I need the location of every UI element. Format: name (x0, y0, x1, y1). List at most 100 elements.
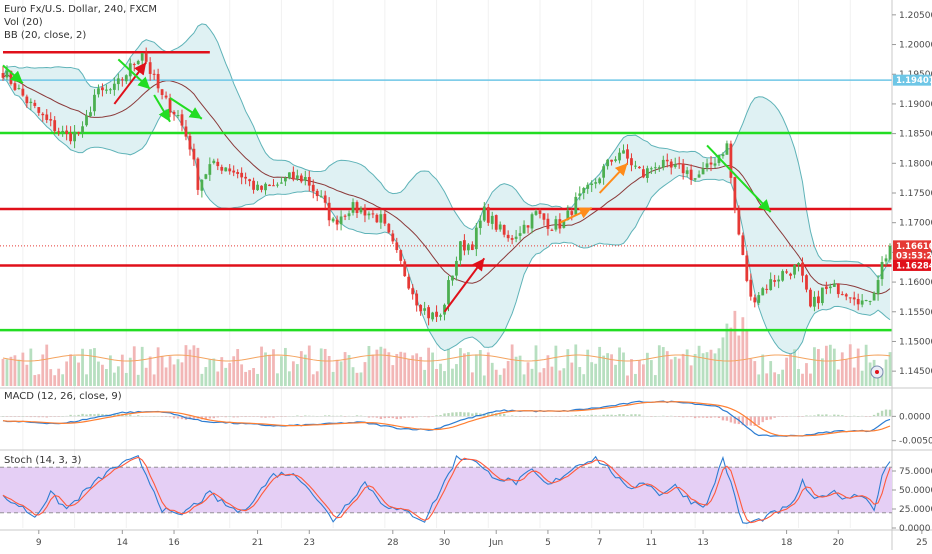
stoch-axis-label: 75.0000 (899, 467, 932, 477)
candle-up (347, 213, 351, 217)
volume-bar (180, 362, 184, 386)
candle-up (634, 165, 637, 167)
candle-up (482, 206, 486, 221)
volume-bar (498, 374, 502, 386)
candle-up (880, 261, 884, 280)
volume-bar (260, 346, 263, 386)
candle-up (725, 143, 729, 155)
volume-bar (443, 371, 446, 386)
price-axis-label: 1.17500 (899, 189, 932, 199)
candle-down (244, 176, 248, 179)
candle-down (148, 62, 152, 74)
candle-down (709, 162, 713, 165)
volume-bar (77, 362, 80, 386)
macd-histogram-bar (689, 416, 693, 418)
volume-bar (689, 365, 693, 386)
candle-up (868, 300, 872, 302)
candle-down (371, 213, 375, 215)
volume-bar (753, 361, 757, 386)
candle-up (582, 188, 586, 193)
gear-icon-core (875, 370, 879, 374)
volume-bar (626, 375, 629, 386)
volume-bar (721, 337, 725, 386)
candle-down (745, 255, 749, 281)
volume-bar (383, 348, 387, 386)
time-axis-label: 5 (545, 538, 551, 548)
candle-down (363, 208, 367, 216)
volume-bar (705, 352, 709, 386)
volume-legend: Vol (20) (4, 17, 43, 28)
macd-histogram-bar (232, 416, 235, 418)
volume-bar (280, 356, 283, 386)
time-axis-label: 14 (117, 538, 129, 548)
bollinger-legend: BB (20, close, 2) (4, 30, 87, 41)
macd-histogram-bar (745, 416, 749, 426)
volume-bar (347, 355, 351, 386)
candle-down (753, 297, 757, 303)
volume-bar (291, 361, 295, 386)
candle-down (299, 175, 303, 182)
candle-up (447, 280, 450, 305)
volume-bar (729, 327, 733, 386)
volume-bar (108, 355, 112, 386)
volume-bar (645, 352, 649, 386)
candle-up (693, 178, 697, 180)
candle-up (466, 244, 470, 251)
candle-up (594, 182, 598, 184)
volume-bar (717, 348, 721, 386)
volume-bar (630, 359, 633, 386)
volume-bar (132, 346, 136, 386)
volume-bar (85, 374, 88, 386)
volume-bar (486, 352, 490, 386)
macd-histogram-bar (359, 415, 363, 417)
volume-bar (188, 349, 192, 386)
price-tag-last-price (893, 240, 931, 252)
volume-bar (451, 368, 454, 386)
macd-histogram-bar (379, 416, 383, 419)
bollinger-upper-line (2, 23, 891, 279)
volume-bar (809, 373, 812, 386)
candle-up (828, 286, 832, 289)
volume-bar (327, 355, 331, 386)
candle-down (542, 213, 546, 220)
candle-up (602, 166, 606, 178)
time-axis-label: 16 (168, 538, 180, 548)
macd-histogram-bar (709, 416, 713, 418)
volume-bar (307, 345, 311, 386)
candle-down (486, 207, 490, 223)
price-tag-label: 1.19407 (896, 76, 932, 86)
volume-bar (725, 323, 729, 386)
candle-up (876, 280, 880, 294)
candle-up (586, 184, 590, 189)
candle-down (836, 283, 840, 295)
volume-bar (840, 352, 844, 386)
volume-bar (431, 352, 434, 386)
volume-bar (156, 347, 160, 386)
volume-bar (801, 373, 804, 386)
price-tag-blue-line (893, 74, 931, 86)
macd-histogram-bar (268, 416, 271, 418)
candle-down (343, 215, 347, 217)
candle-down (184, 126, 188, 137)
candle-down (681, 163, 685, 174)
volume-bar (331, 371, 335, 386)
candle-down (844, 294, 848, 297)
candle-up (498, 224, 502, 230)
candle-down (824, 286, 828, 289)
candle-up (490, 215, 494, 224)
price-axis-label: 1.15500 (899, 308, 932, 318)
candle-up (713, 163, 717, 166)
volume-bar (582, 374, 586, 386)
macd-histogram-bar (610, 414, 613, 417)
macd-histogram-bar (455, 412, 458, 417)
volume-bar (284, 347, 287, 386)
candle-down (1, 73, 5, 78)
candle-down (463, 240, 466, 251)
candle-down (789, 273, 792, 276)
volume-bar (657, 345, 661, 386)
candle-down (840, 294, 844, 296)
macd-histogram-bar (829, 415, 832, 417)
candle-up (474, 227, 478, 250)
